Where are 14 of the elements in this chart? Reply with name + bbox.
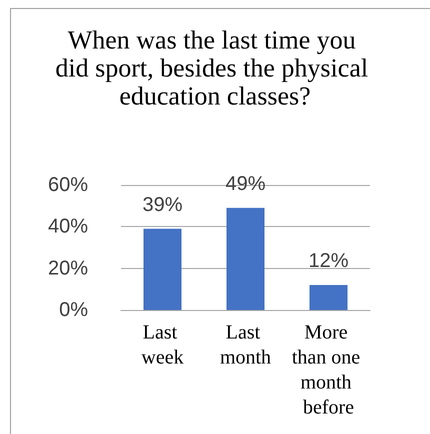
x-tick-label: Last month [220,322,272,368]
y-tick-label: 60% [48,174,88,196]
data-label: 39% [142,194,183,216]
data-label: 49% [225,172,266,195]
bar [226,208,264,310]
y-tick-label: 0% [59,299,88,321]
y-tick-label: 20% [48,257,88,280]
y-tick-label: 40% [48,216,88,238]
bar [144,228,182,310]
x-tick-label: Last week [141,322,184,368]
x-tick-label: More than one month before [292,322,366,418]
data-label: 12% [308,250,349,272]
bar [310,285,348,310]
chart-title: When was the last time you did sport, besides the physical education classes? [55,26,375,110]
